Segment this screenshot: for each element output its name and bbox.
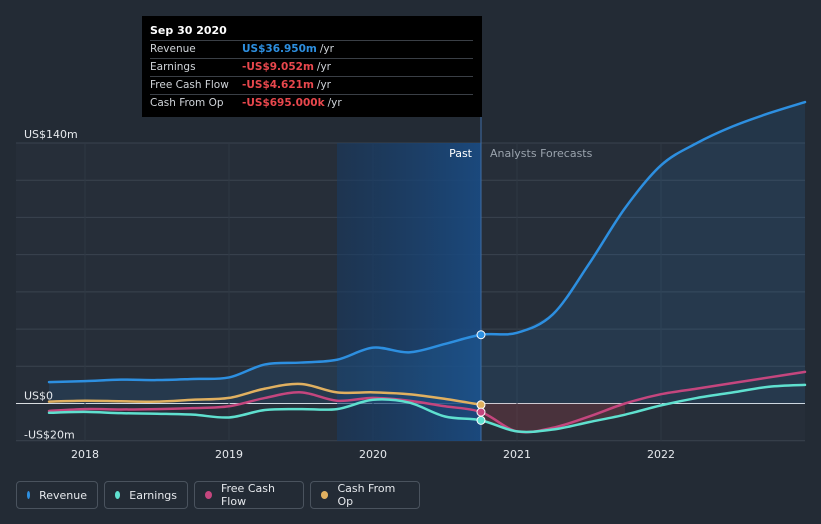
legend-label: Revenue bbox=[39, 488, 87, 502]
tooltip-value: -US$9.052m bbox=[242, 61, 314, 73]
x-tick-label: 2019 bbox=[215, 448, 243, 461]
series-line-cash-from-op bbox=[47, 382, 483, 407]
y-tick-label: US$140m bbox=[24, 128, 78, 141]
legend-item-revenue[interactable]: Revenue bbox=[16, 481, 98, 509]
series-line-earnings bbox=[47, 383, 807, 434]
tooltip-label: Cash From Op bbox=[150, 97, 224, 109]
y-tick-label: -US$20m bbox=[24, 429, 75, 442]
tooltip-row-earnings: Earnings -US$9.052m /yr bbox=[150, 58, 473, 76]
marker-free-cash-flow bbox=[476, 407, 486, 417]
x-tick-label: 2018 bbox=[71, 448, 99, 461]
series-line-revenue bbox=[47, 100, 807, 384]
legend-item-free-cash-flow[interactable]: Free Cash Flow bbox=[194, 481, 304, 509]
legend-dot bbox=[321, 491, 329, 499]
tooltip-row-cash-from-op: Cash From Op -US$695.000k /yr bbox=[150, 94, 473, 112]
legend-label: Earnings bbox=[129, 488, 177, 502]
tooltip-row-revenue: Revenue US$36.950m /yr bbox=[150, 40, 473, 58]
forecast-label: Analysts Forecasts bbox=[490, 147, 593, 160]
x-tick-label: 2020 bbox=[359, 448, 387, 461]
negative-area bbox=[481, 403, 625, 432]
series-lines bbox=[47, 100, 807, 434]
marker-revenue bbox=[476, 330, 486, 340]
tooltip-label: Earnings bbox=[150, 61, 196, 73]
tooltip: Sep 30 2020 Revenue US$36.950m /yr Earni… bbox=[142, 16, 482, 117]
tooltip-value: -US$695.000k bbox=[242, 97, 325, 109]
y-tick-label: US$0 bbox=[24, 390, 53, 403]
legend-dot bbox=[27, 491, 31, 499]
tooltip-value: US$36.950m bbox=[242, 43, 317, 55]
legend-label: Free Cash Flow bbox=[220, 482, 275, 508]
legend-dot bbox=[205, 491, 212, 499]
past-label: Past bbox=[449, 147, 473, 160]
axis-labels: US$140m US$0 -US$20m 2018 2019 2020 2021 2022 Pa… bbox=[24, 128, 675, 461]
tooltip-unit: /yr bbox=[316, 61, 331, 73]
tooltip-unit: /yr bbox=[316, 79, 331, 91]
series-line-free-cash-flow bbox=[47, 370, 807, 434]
tooltip-date: Sep 30 2020 bbox=[150, 24, 227, 37]
legend-label: Cash From Op bbox=[337, 482, 396, 508]
legend-item-earnings[interactable]: Earnings bbox=[104, 481, 188, 509]
marker-earnings bbox=[476, 415, 486, 425]
tooltip-row-free-cash-flow: Free Cash Flow -US$4.621m /yr bbox=[150, 76, 473, 94]
legend-item-cash-from-op[interactable]: Cash From Op bbox=[310, 481, 420, 509]
tooltip-value: -US$4.621m bbox=[242, 79, 314, 91]
tooltip-label: Free Cash Flow bbox=[150, 79, 229, 91]
x-tick-label: 2021 bbox=[503, 448, 531, 461]
tooltip-unit: /yr bbox=[327, 97, 342, 109]
tooltip-label: Revenue bbox=[150, 43, 196, 55]
tooltip-unit: /yr bbox=[319, 43, 334, 55]
revenue-area bbox=[49, 102, 805, 404]
x-tick-label: 2022 bbox=[647, 448, 675, 461]
legend-dot bbox=[115, 491, 121, 499]
